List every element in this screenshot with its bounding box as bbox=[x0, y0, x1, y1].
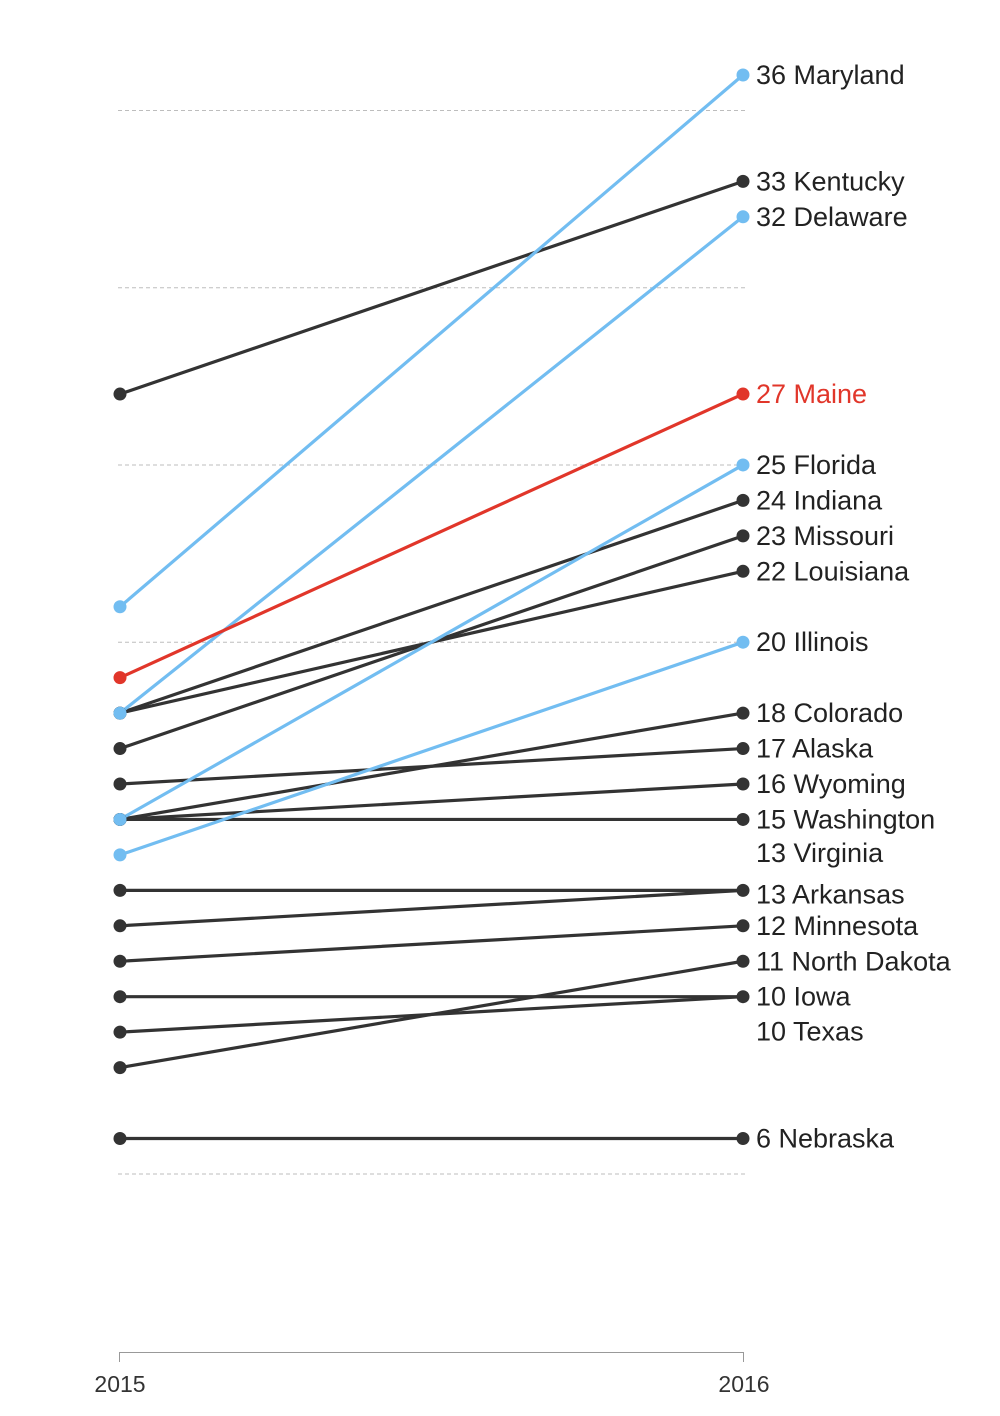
point-2015-maryland bbox=[113, 600, 127, 614]
x-tick-label-2016: 2016 bbox=[718, 1371, 769, 1397]
point-2016-colorado bbox=[736, 706, 750, 720]
line-minnesota bbox=[118, 924, 745, 963]
label-kentucky: 33 Kentucky bbox=[756, 166, 905, 196]
line-maryland bbox=[118, 73, 745, 609]
point-2016-alaska bbox=[736, 742, 750, 756]
point-2016-wyoming bbox=[736, 777, 750, 791]
point-2016-north-dakota bbox=[736, 954, 750, 968]
line-indiana bbox=[118, 498, 745, 715]
label-minnesota: 12 Minnesota bbox=[756, 911, 919, 941]
point-2016-missouri bbox=[736, 529, 750, 543]
point-2016-louisiana bbox=[736, 564, 750, 578]
point-2015-north-dakota bbox=[113, 1061, 127, 1075]
point-2016-maine bbox=[736, 387, 750, 401]
label-wyoming: 16 Wyoming bbox=[756, 769, 906, 799]
x-tick-label-2015: 2015 bbox=[94, 1371, 145, 1397]
point-2015-minnesota bbox=[113, 954, 127, 968]
data-points bbox=[113, 68, 750, 1145]
point-2016-minnesota bbox=[736, 919, 750, 933]
point-2016-indiana bbox=[736, 493, 750, 507]
point-2016-illinois bbox=[736, 635, 750, 649]
point-2016-arkansas bbox=[736, 883, 750, 897]
point-2015-arkansas bbox=[113, 919, 127, 933]
x-axis-line bbox=[119, 1352, 744, 1362]
state-labels: 36 Maryland 33 Kentucky 32 Delaware 27 Main… bbox=[756, 60, 952, 1154]
line-wyoming bbox=[118, 782, 745, 822]
line-texas bbox=[118, 995, 745, 1034]
label-colorado: 18 Colorado bbox=[756, 698, 903, 728]
point-2015-nebraska bbox=[113, 1132, 127, 1145]
label-arkansas: 13 Arkansas bbox=[756, 879, 905, 909]
point-2016-iowa bbox=[736, 990, 750, 1004]
point-2015-delaware bbox=[113, 706, 127, 720]
label-illinois: 20 Illinois bbox=[756, 627, 869, 657]
label-iowa: 10 Iowa bbox=[756, 982, 852, 1012]
label-maine: 27 Maine bbox=[756, 379, 867, 409]
label-indiana: 24 Indiana bbox=[756, 485, 883, 515]
label-florida: 25 Florida bbox=[756, 450, 877, 480]
point-2016-kentucky bbox=[736, 174, 750, 188]
point-2015-maine bbox=[113, 671, 127, 685]
label-maryland: 36 Maryland bbox=[756, 60, 905, 90]
slope-lines bbox=[118, 73, 745, 1141]
x-axis: 2015 2016 bbox=[94, 1352, 770, 1397]
label-alaska: 17 Alaska bbox=[756, 734, 874, 764]
label-missouri: 23 Missouri bbox=[756, 521, 894, 551]
point-2016-nebraska bbox=[736, 1132, 750, 1145]
point-2015-iowa bbox=[113, 990, 127, 1004]
label-louisiana: 22 Louisiana bbox=[756, 556, 910, 586]
point-2015-missouri bbox=[113, 742, 127, 756]
line-illinois bbox=[118, 640, 745, 857]
label-nebraska: 6 Nebraska bbox=[756, 1124, 895, 1154]
point-2015-florida bbox=[113, 812, 127, 826]
point-2015-kentucky bbox=[113, 387, 127, 401]
line-florida bbox=[118, 463, 745, 822]
label-texas: 10 Texas bbox=[756, 1017, 864, 1047]
point-2015-illinois bbox=[113, 848, 127, 862]
point-2016-washington bbox=[736, 812, 750, 826]
label-virginia: 13 Virginia bbox=[756, 838, 884, 868]
line-maine bbox=[118, 392, 745, 680]
label-washington: 15 Washington bbox=[756, 804, 935, 834]
point-2016-florida bbox=[736, 458, 750, 472]
point-2015-texas bbox=[113, 1025, 127, 1039]
point-2015-alaska bbox=[113, 777, 127, 791]
label-delaware: 32 Delaware bbox=[756, 202, 908, 232]
label-north-dakota: 11 North Dakota bbox=[756, 946, 952, 976]
line-alaska bbox=[118, 746, 745, 786]
point-2016-delaware bbox=[736, 210, 750, 224]
point-2015-virginia bbox=[113, 883, 127, 897]
line-kentucky bbox=[118, 179, 745, 396]
line-delaware bbox=[118, 215, 745, 715]
point-2016-maryland bbox=[736, 68, 750, 82]
line-arkansas bbox=[118, 888, 745, 928]
